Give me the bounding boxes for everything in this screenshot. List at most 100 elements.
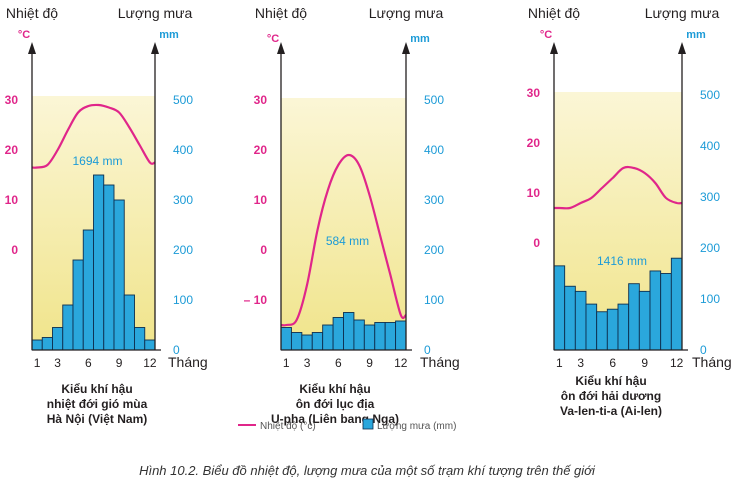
precip-bar-month-11 <box>134 327 146 351</box>
month-tick-label: 1 <box>283 356 290 370</box>
precip-tick-label: 0 <box>173 343 180 357</box>
precip-bar-month-11 <box>660 273 672 351</box>
temp-tick-label: 20 <box>5 143 19 157</box>
month-tick-label: 6 <box>609 356 616 370</box>
precip-tick-label: 500 <box>424 93 444 107</box>
month-tick-label: 12 <box>143 356 157 370</box>
climate-chart-3: Nhiệt độ Lượng mưa°C mm3020100500400300200… <box>527 5 732 418</box>
chart-caption-line: ôn đới lục địa <box>296 397 375 411</box>
temp-tick-label: 10 <box>5 193 19 207</box>
x-axis-label: Tháng <box>420 354 460 370</box>
precip-bar-month-10 <box>123 294 135 351</box>
precip-tick-label: 400 <box>173 143 193 157</box>
annual-precip-label: 584 mm <box>326 234 369 248</box>
month-tick-label: 3 <box>54 356 61 370</box>
temp-tick-label: 30 <box>5 93 19 107</box>
precip-bar-month-6 <box>606 308 619 351</box>
precip-bar-month-7 <box>343 312 355 351</box>
precip-bar-month-12 <box>144 339 156 351</box>
precip-axis-arrow <box>151 42 159 54</box>
precip-tick-label: 400 <box>424 143 444 157</box>
precip-unit: mm <box>686 29 706 41</box>
precip-bar-month-10 <box>374 322 386 351</box>
legend: Nhiệt độ (°c) Lượng mưa (mm) <box>238 418 456 432</box>
precip-bar-month-2 <box>564 285 576 351</box>
chart-caption-line: nhiệt đới gió mùa <box>47 397 148 411</box>
temp-tick-label: 20 <box>527 136 541 150</box>
precip-tick-label: 100 <box>700 292 720 306</box>
precip-bar-month-8 <box>353 319 365 351</box>
temp-axis-title: Nhiệt độ <box>528 5 580 21</box>
precip-bar-month-1 <box>280 327 292 351</box>
temp-tick-label: 0 <box>533 236 540 250</box>
month-tick-label: 9 <box>641 356 648 370</box>
precip-tick-label: 100 <box>173 293 193 307</box>
precip-axis-title: Lượng mưa <box>645 5 720 21</box>
precip-tick-label: 300 <box>700 190 720 204</box>
precip-axis-arrow <box>402 42 410 54</box>
precip-tick-label: 500 <box>173 93 193 107</box>
precip-bar-month-5 <box>72 259 84 351</box>
precip-axis-arrow <box>678 42 686 54</box>
precip-bar-month-5 <box>596 311 608 351</box>
precip-tick-label: 300 <box>173 193 193 207</box>
temp-tick-label: 30 <box>527 86 541 100</box>
temp-axis-title: Nhiệt độ <box>6 5 58 21</box>
precip-bar-month-2 <box>41 337 53 351</box>
precip-bar-month-9 <box>638 290 651 351</box>
precip-tick-label: 500 <box>700 88 720 102</box>
precip-bar-month-3 <box>301 334 313 351</box>
precip-bar-month-11 <box>384 322 397 351</box>
precip-tick-label: 200 <box>424 243 444 257</box>
month-tick-label: 3 <box>577 356 584 370</box>
precip-bar-month-8 <box>103 184 115 351</box>
precip-unit: mm <box>159 29 179 41</box>
temp-axis-arrow <box>277 42 285 54</box>
precip-bar-month-10 <box>649 270 662 351</box>
precip-tick-label: 200 <box>173 243 193 257</box>
precip-tick-label: 300 <box>424 193 444 207</box>
month-tick-label: 9 <box>366 356 373 370</box>
precip-tick-label: 0 <box>424 343 431 357</box>
precip-bar-month-1 <box>31 339 43 351</box>
temp-tick-label: 20 <box>254 143 268 157</box>
x-axis-label: Tháng <box>168 354 208 370</box>
temp-axis-arrow <box>550 42 558 54</box>
temperature-line <box>280 153 407 327</box>
chart-caption-line: Kiểu khí hậu <box>61 382 132 396</box>
figure-caption: Hình 10.2. Biểu đồ nhiệt độ, lượng mưa c… <box>139 463 596 478</box>
legend-precip-swatch <box>362 418 374 430</box>
temperature-line <box>553 165 683 210</box>
precip-unit: mm <box>410 33 430 45</box>
chart-caption-line: Hà Nội (Việt Nam) <box>47 412 147 426</box>
temp-axis-title: Nhiệt độ <box>255 5 307 21</box>
annual-precip-label: 1694 mm <box>72 154 122 168</box>
precip-tick-label: 100 <box>424 293 444 307</box>
precip-bar-month-3 <box>52 327 64 351</box>
temp-tick-label: 30 <box>254 93 268 107</box>
chart-caption-line: Va-len-ti-a (Ai-len) <box>560 404 662 418</box>
precip-bar-month-12 <box>395 320 407 351</box>
temp-tick-label: – 10 <box>244 293 268 307</box>
precip-axis-title: Lượng mưa <box>118 5 193 21</box>
precip-bar-month-5 <box>322 324 334 351</box>
legend-precip-label: Lượng mưa (mm) <box>377 421 456 432</box>
temp-axis-arrow <box>28 42 36 54</box>
annual-precip-label: 1416 mm <box>597 254 647 268</box>
precip-bar-month-4 <box>311 332 324 351</box>
temp-tick-label: 10 <box>527 186 541 200</box>
month-tick-label: 6 <box>85 356 92 370</box>
month-tick-label: 9 <box>116 356 123 370</box>
precip-bar-month-1 <box>553 265 566 351</box>
precip-bar-month-6 <box>332 317 344 351</box>
month-tick-label: 12 <box>670 356 684 370</box>
precip-bar-month-4 <box>62 304 74 351</box>
precip-bar-month-9 <box>113 199 125 351</box>
precip-bar-month-8 <box>628 283 640 351</box>
month-tick-label: 1 <box>34 356 41 370</box>
temp-tick-label: 10 <box>254 193 268 207</box>
precip-bar-month-6 <box>82 229 94 351</box>
chart-caption-line: Kiểu khí hậu <box>575 374 646 388</box>
month-tick-label: 1 <box>556 356 563 370</box>
